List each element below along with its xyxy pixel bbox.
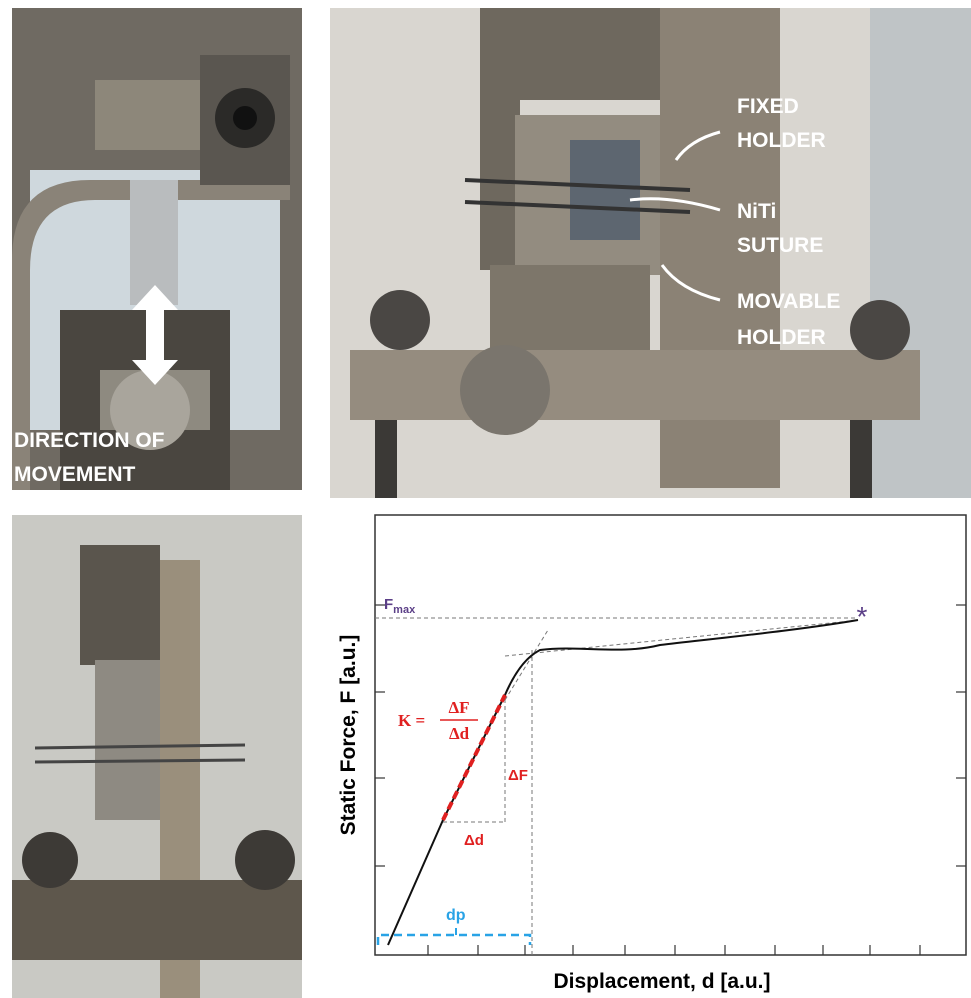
photo-top-left: DIRECTION OF MOVEMENT xyxy=(12,8,302,490)
formula-numerator: ΔF xyxy=(448,698,469,717)
plot: * Fmax K = ΔF Δd ΔF Δd dp Displacement, … xyxy=(337,515,966,993)
y-axis-label: Static Force, F [a.u.] xyxy=(337,635,360,836)
formula-denominator: Δd xyxy=(449,724,470,743)
shape xyxy=(570,140,640,240)
shape: * xyxy=(857,601,868,632)
dp-label: dp xyxy=(446,907,466,924)
text-line: MOVABLE xyxy=(737,290,840,313)
shape xyxy=(850,300,910,360)
shape xyxy=(35,760,245,762)
shape xyxy=(850,420,872,498)
delta-f-label: ΔF xyxy=(508,767,528,784)
text-line: SUTURE xyxy=(737,234,823,257)
photo-top-right: FIXED HOLDER NiTi SUTURE MOVABLE HOLDER xyxy=(330,8,971,498)
text-line: F xyxy=(384,596,393,613)
shape xyxy=(95,660,160,820)
shape xyxy=(233,106,257,130)
delta-d-label: Δd xyxy=(464,832,484,849)
shape xyxy=(12,880,302,960)
shape xyxy=(870,8,971,498)
text-line: DIRECTION OF xyxy=(14,429,165,452)
shape xyxy=(95,80,215,150)
shape xyxy=(350,350,920,420)
formula-lhs: K = xyxy=(398,711,425,730)
text-line: HOLDER xyxy=(737,326,826,349)
shape xyxy=(460,345,550,435)
shape xyxy=(235,830,295,890)
x-axis-label: Displacement, d [a.u.] xyxy=(553,970,770,993)
text-line: HOLDER xyxy=(737,129,826,152)
figure: DIRECTION OF MOVEMENT FIXED HOLDER NiTi SUT… xyxy=(0,0,971,998)
photo-bottom-left xyxy=(12,515,302,998)
shape xyxy=(22,832,78,888)
shape xyxy=(370,290,430,350)
shape xyxy=(375,420,397,498)
text-line: MOVEMENT xyxy=(14,463,136,486)
text-line: FIXED xyxy=(737,95,799,118)
text-line: max xyxy=(393,604,416,616)
text-line: NiTi xyxy=(737,200,776,223)
shape xyxy=(80,545,160,665)
